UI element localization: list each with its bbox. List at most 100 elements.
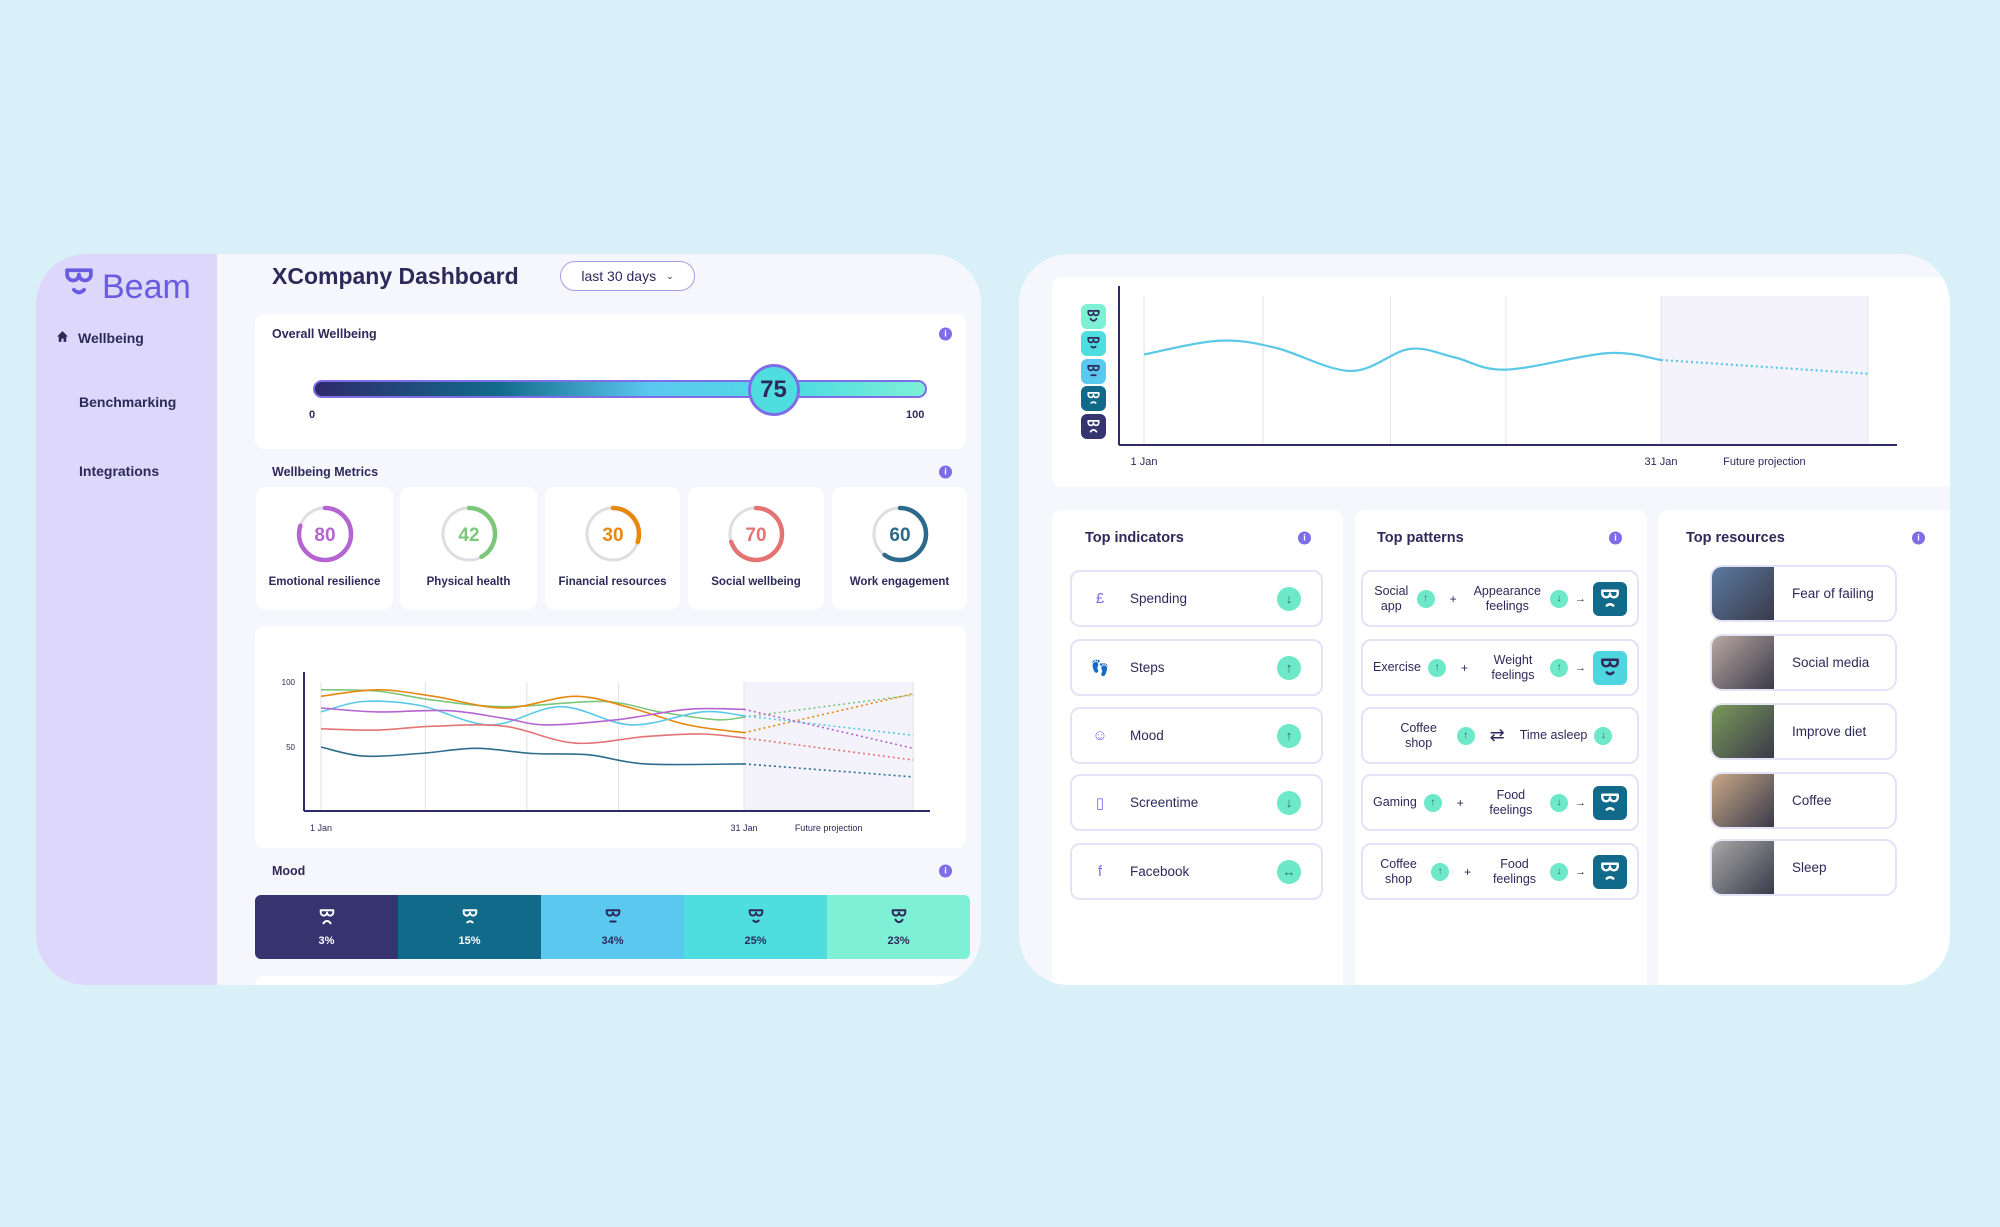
- info-icon[interactable]: i: [939, 327, 952, 341]
- trend-icon: ↑: [1431, 862, 1449, 881]
- resource-item[interactable]: Improve diet: [1710, 703, 1897, 760]
- metric-gauge: 70: [727, 505, 785, 563]
- metric-card[interactable]: 60 Work engagement: [832, 487, 967, 610]
- metric-value: 60: [889, 525, 910, 546]
- indicator-label: Facebook: [1130, 864, 1190, 879]
- pattern-item[interactable]: Coffee shop ↑ ⇄ Time asleep ↓: [1361, 707, 1639, 764]
- info-icon[interactable]: i: [1298, 531, 1311, 545]
- indicator-item[interactable]: ▯ Screentime ↓: [1070, 774, 1323, 831]
- mood-trend-chart: 1 Jan 31 Jan Future projection: [1081, 286, 1897, 468]
- mood-segment[interactable]: 34%: [541, 895, 684, 959]
- projection-region: [1661, 296, 1868, 445]
- date-range-dropdown[interactable]: last 30 days ⌄: [560, 261, 695, 291]
- metric-label: Physical health: [426, 576, 511, 588]
- resource-item[interactable]: Sleep: [1710, 839, 1897, 896]
- mood-segment[interactable]: 15%: [398, 895, 541, 959]
- mood-trend-chart-card: 1 Jan 31 Jan Future projection: [1052, 277, 1950, 487]
- resource-item[interactable]: Coffee: [1710, 772, 1897, 829]
- resource-item[interactable]: Social media: [1710, 634, 1897, 691]
- indicator-item[interactable]: 👣 Steps ↑: [1070, 639, 1323, 696]
- metric-value: 42: [458, 525, 479, 546]
- sidebar-item-wellbeing[interactable]: Wellbeing: [78, 330, 144, 346]
- projection-line: [743, 694, 914, 718]
- resource-thumbnail: [1712, 567, 1774, 620]
- metric-card[interactable]: 80 Emotional resilience: [256, 487, 393, 610]
- sidebar-item-benchmarking[interactable]: Benchmarking: [79, 394, 177, 410]
- next-card: [255, 976, 966, 985]
- trend-icon: ↑: [1423, 793, 1442, 812]
- mood-percent: 23%: [887, 934, 910, 947]
- x-tick-label: Future projection: [795, 823, 863, 833]
- info-icon[interactable]: i: [1609, 531, 1622, 545]
- indicator-label: Mood: [1130, 728, 1164, 743]
- metric-value: 30: [602, 525, 623, 546]
- resource-label: Improve diet: [1792, 724, 1867, 739]
- arrow-right-icon: →: [1575, 661, 1586, 674]
- mood-face-icon: [890, 908, 908, 929]
- mood-segment[interactable]: 3%: [255, 895, 398, 959]
- trend-icon: ↑: [1550, 658, 1568, 677]
- metric-label: Emotional resilience: [268, 576, 381, 588]
- pattern-item[interactable]: Exercise ↑ + Weight feelings ↑ →: [1361, 639, 1639, 696]
- metric-card[interactable]: 30 Financial resources: [545, 487, 680, 610]
- pattern-factor-b: Food feelings: [1489, 787, 1533, 817]
- plus-icon: +: [1464, 864, 1472, 879]
- date-range-value: last 30 days: [581, 268, 657, 284]
- metric-card[interactable]: 70 Social wellbeing: [688, 487, 824, 610]
- arrow-right-icon: →: [1575, 865, 1586, 878]
- pattern-factor-a: Coffee shop: [1400, 720, 1437, 750]
- arrow-right-icon: →: [1575, 592, 1586, 605]
- trend-icon: ↑: [1456, 726, 1475, 745]
- pattern-factor-a: Coffee shop: [1380, 856, 1417, 886]
- pattern-item[interactable]: Gaming ↑ + Food feelings ↓ →: [1361, 774, 1639, 831]
- mood-result-icon: [1593, 854, 1627, 889]
- sidebar: Beam Wellbeing Benchmarking Integrations: [36, 254, 217, 985]
- pattern-item[interactable]: Social app ↑ + Appearance feelings ↓ →: [1361, 570, 1639, 627]
- indicator-item[interactable]: £ Spending ↓: [1070, 570, 1323, 627]
- resource-label: Fear of failing: [1792, 586, 1874, 601]
- mood-face-icon: [318, 908, 336, 929]
- top-patterns-title: Top patterns: [1377, 530, 1464, 546]
- sidebar-item-integrations[interactable]: Integrations: [79, 463, 160, 479]
- info-icon[interactable]: i: [939, 864, 952, 878]
- projection-line: [743, 715, 914, 737]
- pattern-item[interactable]: Coffee shop ↑ + Food feelings ↓ →: [1361, 843, 1639, 900]
- resource-thumbnail: [1712, 774, 1774, 827]
- pattern-factor-b: Weight feelings: [1491, 652, 1535, 682]
- wellbeing-metrics-title: Wellbeing Metrics: [272, 465, 379, 479]
- mood-segment[interactable]: 23%: [827, 895, 970, 959]
- resource-label: Coffee: [1792, 793, 1832, 808]
- smiley-icon: ☺: [1092, 727, 1108, 744]
- mood-level-icon: [1081, 303, 1106, 329]
- facebook-icon: f: [1097, 863, 1103, 880]
- brand-logo[interactable]: Beam: [62, 266, 191, 309]
- resource-item[interactable]: Fear of failing: [1710, 565, 1897, 622]
- pattern-factor-a: Exercise: [1373, 660, 1421, 674]
- projection-line: [743, 708, 914, 750]
- indicator-label: Steps: [1130, 660, 1165, 675]
- plus-icon: +: [1456, 795, 1464, 810]
- metric-gauge: 60: [871, 505, 928, 563]
- mood-segment[interactable]: 25%: [684, 895, 827, 959]
- trend-icon: ↑: [1277, 723, 1301, 748]
- mood-face-icon: [604, 908, 622, 929]
- info-icon[interactable]: i: [939, 465, 952, 479]
- y-tick-label: 100: [282, 678, 296, 687]
- metric-card[interactable]: 42 Physical health: [400, 487, 537, 610]
- info-icon[interactable]: i: [1912, 531, 1925, 545]
- trend-icon: ↑: [1416, 589, 1435, 608]
- mood-result-icon: [1593, 785, 1627, 820]
- series-line: [320, 700, 745, 726]
- trend-icon: ↑: [1277, 655, 1301, 680]
- scale-min-label: 0: [309, 409, 316, 421]
- indicator-item[interactable]: ☺ Mood ↑: [1070, 707, 1323, 764]
- series-line: [1143, 339, 1662, 373]
- trend-icon: ↑: [1427, 658, 1446, 677]
- indicator-item[interactable]: f Facebook ↔: [1070, 843, 1323, 900]
- projection-line: [743, 692, 914, 734]
- mood-level-icon: [1081, 413, 1106, 439]
- brand-name: Beam: [102, 268, 191, 306]
- metric-label: Work engagement: [849, 576, 950, 588]
- wellbeing-score-knob: 75: [747, 364, 800, 416]
- overall-wellbeing-title: Overall Wellbeing: [272, 327, 377, 341]
